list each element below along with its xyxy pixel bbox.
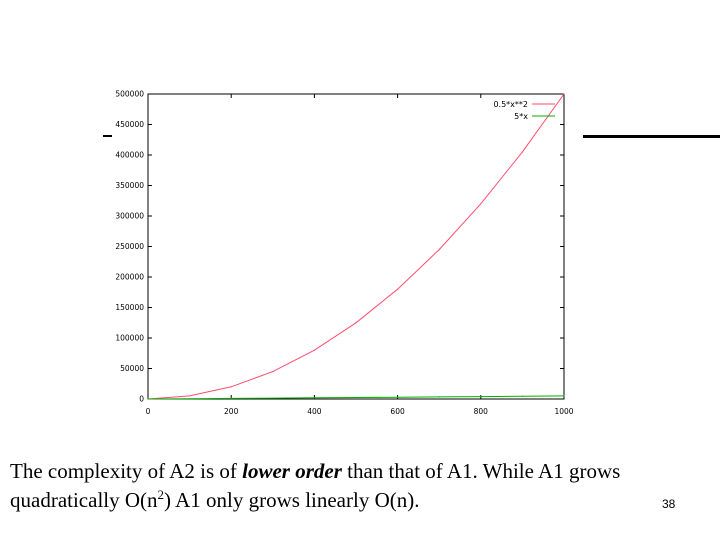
data-point-series-2 [313, 397, 315, 399]
y-tick-label: 150000 [115, 303, 144, 312]
x-tick-label: 1000 [554, 407, 573, 416]
plot-area [147, 93, 565, 400]
y-tick-label: 50000 [120, 364, 144, 373]
data-point-series-2 [438, 396, 440, 398]
data-point-series-1 [438, 248, 440, 251]
data-point-series-2 [355, 396, 357, 399]
data-point-series-2 [521, 395, 524, 397]
caption: The complexity of A2 is of lower order t… [10, 457, 720, 515]
y-tick-label: 500000 [115, 90, 144, 99]
data-point-series-2 [189, 398, 191, 400]
data-point-series-2 [397, 396, 399, 398]
data-point-series-2 [272, 397, 274, 399]
data-point-series-1 [480, 203, 482, 205]
caption-text-3: quadratically O(n [10, 488, 158, 512]
slide-number: 38 [662, 497, 676, 511]
data-point-series-1 [189, 395, 191, 397]
x-tick-label: 600 [390, 407, 405, 416]
caption-text-1: The complexity of A2 is of [10, 459, 243, 483]
y-tick-label: 300000 [115, 212, 144, 221]
legend-label: 0.5*x**2 [493, 100, 528, 109]
decorative-line-left [103, 135, 112, 137]
y-tick-label: 450000 [115, 120, 144, 129]
caption-emphasis: lower order [242, 459, 342, 483]
data-point-series-1 [397, 288, 399, 290]
y-tick-label: 350000 [115, 181, 144, 190]
data-point-series-1 [272, 370, 274, 373]
y-tick-label: 400000 [115, 151, 144, 160]
legend: 0.5*x**2 5*x [493, 100, 555, 121]
x-tick-label: 400 [307, 407, 322, 416]
x-tick-label: 200 [224, 407, 239, 416]
y-tick-label: 100000 [115, 334, 144, 343]
data-point-series-1 [521, 151, 524, 153]
caption-text-2: than that of A1. While A1 grows [341, 459, 621, 483]
y-tick-label: 200000 [115, 273, 144, 282]
x-tick-label: 800 [474, 407, 489, 416]
data-point-series-2 [480, 395, 482, 398]
series-group [147, 93, 565, 400]
growth-chart: 0 50000 100000 150000 200000 250000 300000 3500… [115, 90, 573, 417]
y-tick-label: 0 [139, 395, 144, 404]
decorative-line-right [583, 135, 720, 138]
data-point-series-1 [230, 386, 232, 388]
y-axis: 0 50000 100000 150000 200000 250000 300000 3500… [115, 90, 564, 404]
data-point-series-2 [147, 398, 149, 400]
data-point-series-1 [313, 349, 315, 351]
caption-superscript: 2 [157, 487, 165, 502]
legend-label: 5*x [514, 112, 528, 121]
data-point-series-2 [563, 395, 565, 397]
data-point-series-2 [230, 397, 232, 399]
data-point-series-1 [563, 93, 565, 95]
caption-text-4: ) A1 only grows linearly O(n). [164, 488, 420, 512]
x-tick-label: 0 [146, 407, 151, 416]
y-tick-label: 250000 [115, 242, 144, 251]
data-point-series-1 [355, 322, 357, 324]
